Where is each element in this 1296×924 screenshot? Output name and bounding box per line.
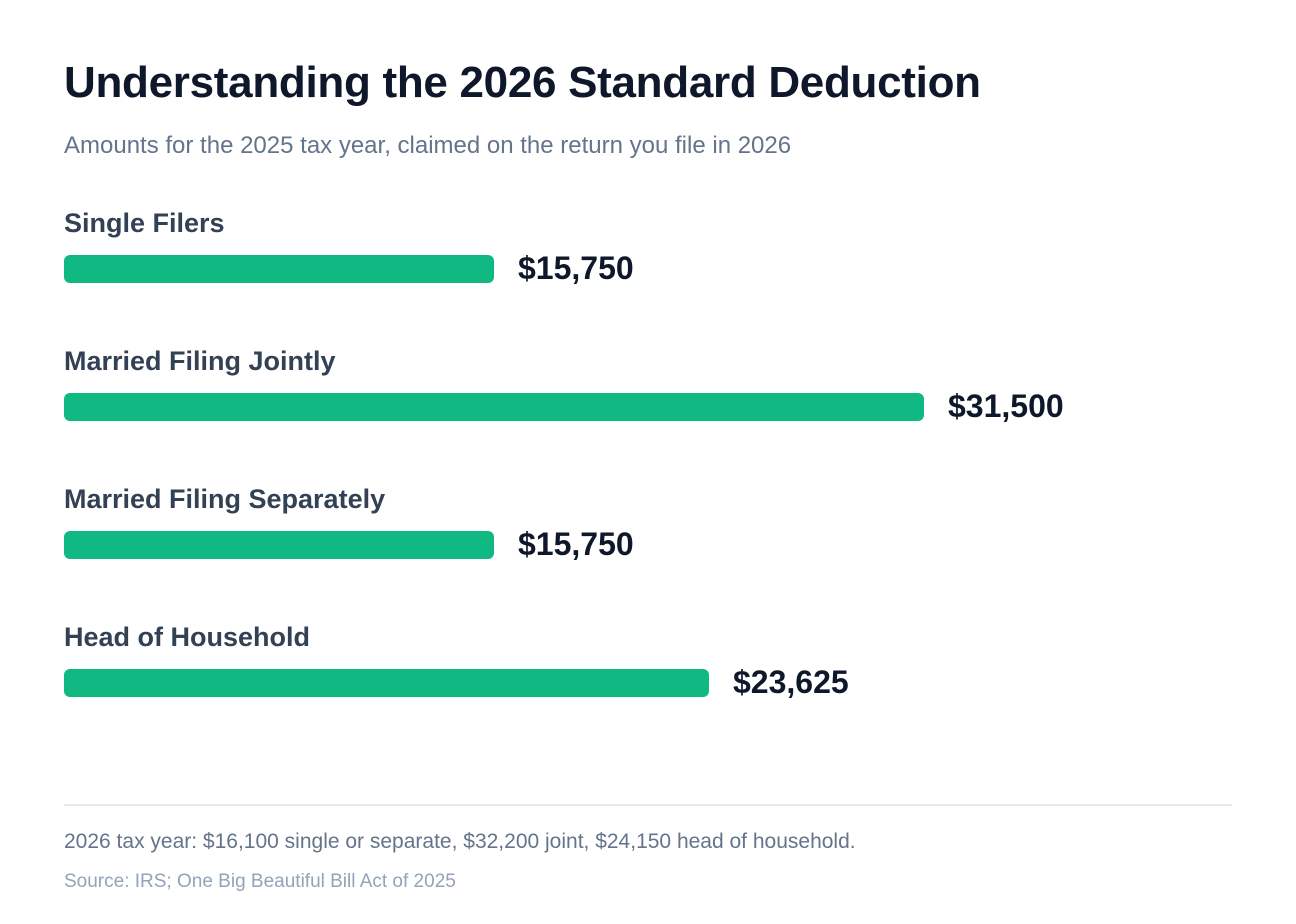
- source-credit: Source: IRS; One Big Beautiful Bill Act …: [64, 871, 456, 892]
- bar-row: Married Filing Separately $15,750: [64, 484, 1232, 594]
- bar-value-label: $23,625: [733, 664, 849, 700]
- bar: [64, 393, 924, 421]
- footer-note: 2026 tax year: $16,100 single or separat…: [64, 830, 856, 853]
- chart-subtitle: Amounts for the 2025 tax year, claimed o…: [64, 132, 792, 159]
- bar-row: Single Filers $15,750: [64, 208, 1232, 318]
- bar-value-label: $15,750: [518, 526, 634, 562]
- bar-value-label: $31,500: [948, 388, 1064, 424]
- bar-category-label: Married Filing Separately: [64, 484, 386, 514]
- footer-divider: [64, 804, 1232, 806]
- bar-row: Married Filing Jointly $31,500: [64, 346, 1232, 456]
- bar-category-label: Married Filing Jointly: [64, 346, 336, 376]
- chart-title: Understanding the 2026 Standard Deductio…: [64, 58, 981, 107]
- bar-category-label: Head of Household: [64, 622, 311, 652]
- bar: [64, 255, 494, 283]
- bar-category-label: Single Filers: [64, 208, 225, 238]
- bar-row: Head of Household $23,625: [64, 622, 1232, 732]
- bar: [64, 669, 709, 697]
- bar-value-label: $15,750: [518, 250, 634, 286]
- bar: [64, 531, 494, 559]
